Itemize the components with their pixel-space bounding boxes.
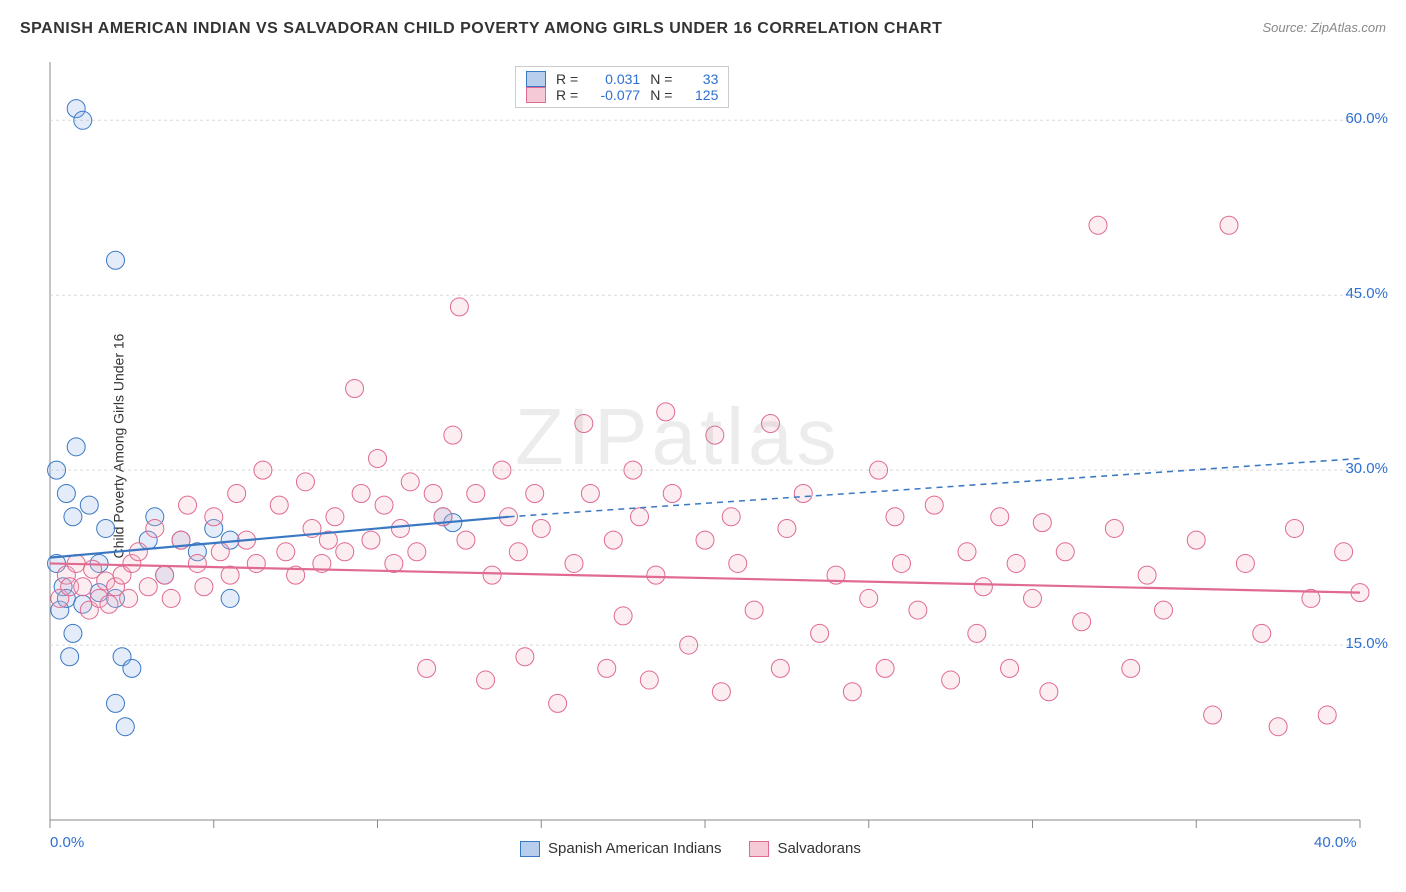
legend-swatch-sal xyxy=(526,87,546,103)
stats-row-sai: R = 0.031 N = 33 xyxy=(526,71,718,87)
legend-swatch-sai xyxy=(526,71,546,87)
x-tick-label: 0.0% xyxy=(50,834,84,851)
r-label: R = xyxy=(556,87,578,103)
y-tick-label: 60.0% xyxy=(1345,110,1388,127)
legend-item-sai: Spanish American Indians xyxy=(520,840,721,857)
n-value-sal: 125 xyxy=(682,87,718,103)
stats-row-sal: R = -0.077 N = 125 xyxy=(526,87,718,103)
legend-swatch-sal-icon xyxy=(749,841,769,857)
scatter-plot xyxy=(0,0,1406,892)
legend-item-sal: Salvadorans xyxy=(749,840,860,857)
x-tick-label: 40.0% xyxy=(1314,834,1357,851)
n-label: N = xyxy=(650,71,672,87)
n-label: N = xyxy=(650,87,672,103)
legend-label-sai: Spanish American Indians xyxy=(548,840,721,857)
legend-swatch-sai-icon xyxy=(520,841,540,857)
correlation-stats-legend: R = 0.031 N = 33 R = -0.077 N = 125 xyxy=(515,66,729,108)
r-label: R = xyxy=(556,71,578,87)
r-value-sai: 0.031 xyxy=(588,71,640,87)
y-tick-label: 45.0% xyxy=(1345,285,1388,302)
r-value-sal: -0.077 xyxy=(588,87,640,103)
series-legend: Spanish American Indians Salvadorans xyxy=(520,840,861,857)
n-value-sai: 33 xyxy=(682,71,718,87)
y-tick-label: 30.0% xyxy=(1345,460,1388,477)
legend-label-sal: Salvadorans xyxy=(777,840,860,857)
y-tick-label: 15.0% xyxy=(1345,635,1388,652)
